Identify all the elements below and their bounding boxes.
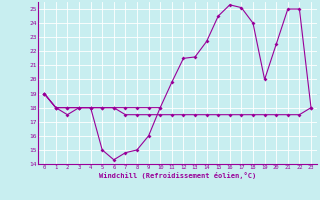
X-axis label: Windchill (Refroidissement éolien,°C): Windchill (Refroidissement éolien,°C) bbox=[99, 172, 256, 179]
